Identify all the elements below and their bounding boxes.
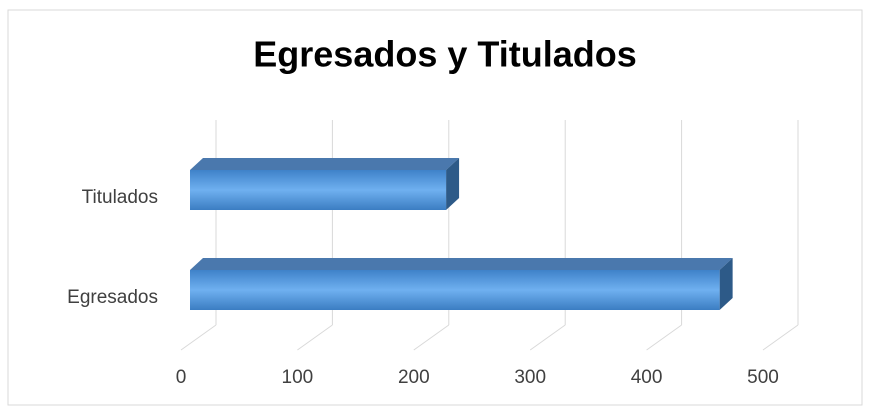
bar-top [190, 258, 733, 270]
x-tick-label: 500 [747, 367, 779, 388]
bar [190, 270, 720, 310]
floor-line [762, 324, 799, 351]
floor-line [297, 324, 333, 351]
bar-side [446, 158, 460, 210]
x-tick-label: 300 [514, 367, 546, 388]
bar [190, 170, 447, 210]
floor-line [529, 324, 566, 351]
x-tick-label: 0 [176, 367, 187, 388]
chart-title: Egresados y Titulados [253, 34, 636, 75]
x-tick-label: 200 [398, 367, 430, 388]
y-tick-label: Egresados [67, 287, 158, 308]
bar-side [719, 258, 733, 310]
floor-line [180, 324, 217, 351]
floor-line [646, 324, 682, 351]
bar-top [190, 158, 460, 170]
x-tick-label: 100 [282, 367, 314, 388]
floor-line [413, 324, 450, 351]
y-tick-label: Titulados [82, 187, 158, 208]
x-tick-label: 400 [631, 367, 663, 388]
